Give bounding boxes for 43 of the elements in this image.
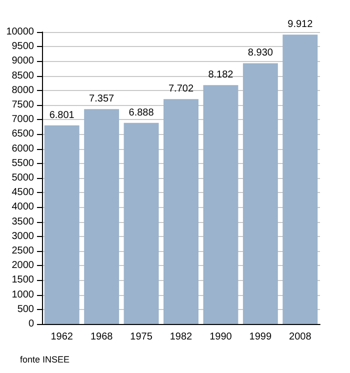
y-tick-label: 8500 — [12, 70, 34, 82]
y-tick-label: 8000 — [12, 84, 34, 96]
y-tick-label: 7500 — [12, 100, 34, 110]
y-tick-label: 500 — [17, 304, 34, 315]
bar — [242, 63, 278, 324]
y-tick-label: 10000 — [6, 26, 34, 38]
x-tick-label: 1968 — [90, 332, 114, 342]
data-label: 6.801 — [49, 110, 75, 121]
y-tick-label: 1000 — [12, 289, 34, 300]
data-label: 9.912 — [288, 19, 314, 30]
y-tick-label: 4000 — [12, 202, 34, 213]
x-tick-label: 1975 — [130, 332, 153, 342]
data-label: 8.182 — [208, 70, 234, 81]
x-tick-label: 1999 — [249, 332, 272, 342]
data-label: 8.930 — [248, 48, 274, 59]
y-tick-label: 7000 — [12, 114, 34, 126]
data-label: 7.702 — [168, 84, 194, 95]
y-tick-label: 2500 — [12, 246, 34, 256]
x-tick-label: 1990 — [210, 332, 232, 342]
data-label: 6.888 — [128, 107, 154, 118]
source-note: fonte INSEE — [20, 354, 70, 364]
y-tick-label: 5000 — [12, 172, 34, 184]
y-tick-label: 2000 — [12, 260, 34, 272]
y-tick-label: 3500 — [12, 216, 34, 228]
bar — [282, 34, 318, 324]
y-tick-label: 3000 — [12, 230, 34, 242]
y-tick-label: 1500 — [12, 274, 34, 286]
x-tick-label: 1962 — [50, 332, 74, 342]
bar — [124, 122, 159, 324]
bar — [44, 125, 80, 324]
bar — [84, 109, 120, 324]
y-tick-label: 5500 — [12, 158, 34, 169]
data-label: 7.357 — [89, 94, 115, 105]
y-tick-label: 4500 — [12, 187, 34, 198]
x-tick-label: 2008 — [289, 332, 312, 342]
y-tick-label: 0 — [28, 318, 34, 330]
y-tick-label: 9000 — [12, 56, 34, 67]
y-tick-label: 6000 — [12, 143, 34, 154]
bar — [203, 85, 238, 324]
x-tick-label: 1982 — [170, 332, 193, 342]
y-tick-label: 6500 — [12, 128, 34, 140]
y-tick-label: 9500 — [12, 41, 34, 52]
bar — [164, 99, 198, 324]
